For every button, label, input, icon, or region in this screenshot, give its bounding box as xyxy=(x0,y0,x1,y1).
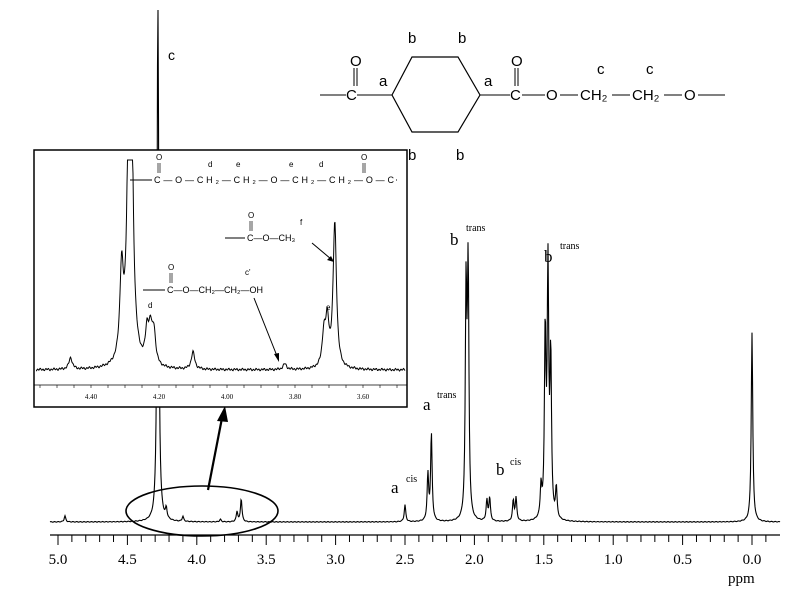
label-d: d xyxy=(208,160,212,169)
atom-O: O xyxy=(546,87,558,104)
zoom-arrow xyxy=(206,417,224,491)
main-x-axis: 5.0 4.5 4.0 3.5 3.0 2.5 2.0 1.5 1.0 0.5 0.0 xyxy=(49,534,780,568)
inset-tick-label: 3.60 xyxy=(357,393,370,401)
peak-label-b-trans-2: b trans xyxy=(544,241,580,266)
atom-C: C xyxy=(346,87,357,104)
label-e: e xyxy=(236,160,241,169)
methyl-ester-formula: C—O—CH₃ xyxy=(247,233,295,243)
group-CH2: CH₂ xyxy=(632,87,660,104)
x-tick-label: 4.0 xyxy=(187,552,206,568)
atom-O: O xyxy=(511,53,523,70)
label-c: c xyxy=(597,61,605,78)
x-tick-label: 0.5 xyxy=(673,552,692,568)
x-tick-label: 5.0 xyxy=(49,552,68,568)
methyl-ester-structure: C—O—CH₃ O f xyxy=(225,211,334,262)
arrowhead-icon xyxy=(274,353,279,362)
label-a: a xyxy=(484,73,493,90)
atom-O: O xyxy=(350,53,362,70)
inset-tick-label: 4.40 xyxy=(85,393,98,401)
label-letter: b xyxy=(544,247,553,266)
spectrum-trace xyxy=(49,9,781,523)
zoom-region-ellipse xyxy=(125,485,279,537)
x-tick-label: 1.5 xyxy=(534,552,553,568)
inset-chain-structure: C—O—CH₂—CH₂—O—CH₂—CH₂—O—C O O d e e d xyxy=(130,153,397,185)
inset-tick-label: 4.00 xyxy=(221,393,234,401)
inset-tick-label: 3.80 xyxy=(289,393,302,401)
peak-label-c: c xyxy=(168,47,175,63)
inset-spectrum-trace xyxy=(36,159,406,372)
label-superscript: trans xyxy=(437,390,457,401)
label-b: b xyxy=(458,30,466,47)
label-a: a xyxy=(379,73,388,90)
repeat-unit-structure: C O a a b b b b C O O CH₂ CH₂ O c c xyxy=(320,30,725,164)
label-superscript: cis xyxy=(510,457,521,468)
x-tick-label: 2.5 xyxy=(396,552,415,568)
hydroxy-ester-structure: C—O—CH₂—CH₂—OH O c' xyxy=(143,263,279,362)
peak-label-b-trans-1: b trans xyxy=(450,223,486,249)
label-superscript: cis xyxy=(406,474,417,485)
x-tick-label: 4.5 xyxy=(118,552,137,568)
label-b: b xyxy=(408,147,416,164)
peak-label-a-trans: a trans xyxy=(423,390,457,414)
label-c: c xyxy=(646,61,654,78)
inset-x-axis: 4.40 4.20 4.00 3.80 3.60 xyxy=(34,384,407,401)
atom-O: O xyxy=(156,153,162,162)
peak-label-b-cis: b cis xyxy=(496,457,521,479)
x-tick-label: 2.0 xyxy=(465,552,484,568)
label-superscript: trans xyxy=(466,223,486,234)
atom-C: C xyxy=(510,87,521,104)
atom-O: O xyxy=(684,87,696,104)
inset-tick-label: 4.20 xyxy=(153,393,166,401)
inset-spectrum xyxy=(36,159,406,372)
label-e: e xyxy=(289,160,294,169)
chain-formula: C—O—CH₂—CH₂—O—CH₂—CH₂—O—C xyxy=(154,175,395,185)
main-spectrum xyxy=(49,9,781,523)
x-tick-label: 3.5 xyxy=(257,552,276,568)
label-b: b xyxy=(408,30,416,47)
label-letter: b xyxy=(496,460,505,479)
x-tick-label: 3.0 xyxy=(326,552,345,568)
arrowhead-icon xyxy=(327,256,334,262)
x-tick-label: 1.0 xyxy=(604,552,623,568)
inset-panel: 4.40 4.20 4.00 3.80 3.60 C—O—CH₂—CH₂—O—CH₂—C… xyxy=(33,149,408,408)
peak-label-a-cis: a cis xyxy=(391,474,417,497)
group-CH2: CH₂ xyxy=(580,87,608,104)
label-d: d xyxy=(319,160,323,169)
label-b: b xyxy=(456,147,464,164)
inset-label-d: d xyxy=(148,301,152,310)
label-f: f xyxy=(300,218,303,227)
x-axis-label: ppm xyxy=(728,571,755,587)
cyclohexane-ring xyxy=(391,56,481,133)
label-letter: a xyxy=(391,478,399,497)
inset-label-e: e xyxy=(326,303,331,312)
x-tick-label: 0.0 xyxy=(743,552,762,568)
label-letter: b xyxy=(450,230,459,249)
atom-O: O xyxy=(168,263,174,272)
arrowhead-icon xyxy=(217,406,228,422)
label-c-prime: c' xyxy=(245,268,251,277)
atom-O: O xyxy=(361,153,367,162)
hydroxy-ester-formula: C—O—CH₂—CH₂—OH xyxy=(167,285,263,295)
label-letter: a xyxy=(423,395,431,414)
atom-O: O xyxy=(248,211,254,220)
label-superscript: trans xyxy=(560,241,580,252)
